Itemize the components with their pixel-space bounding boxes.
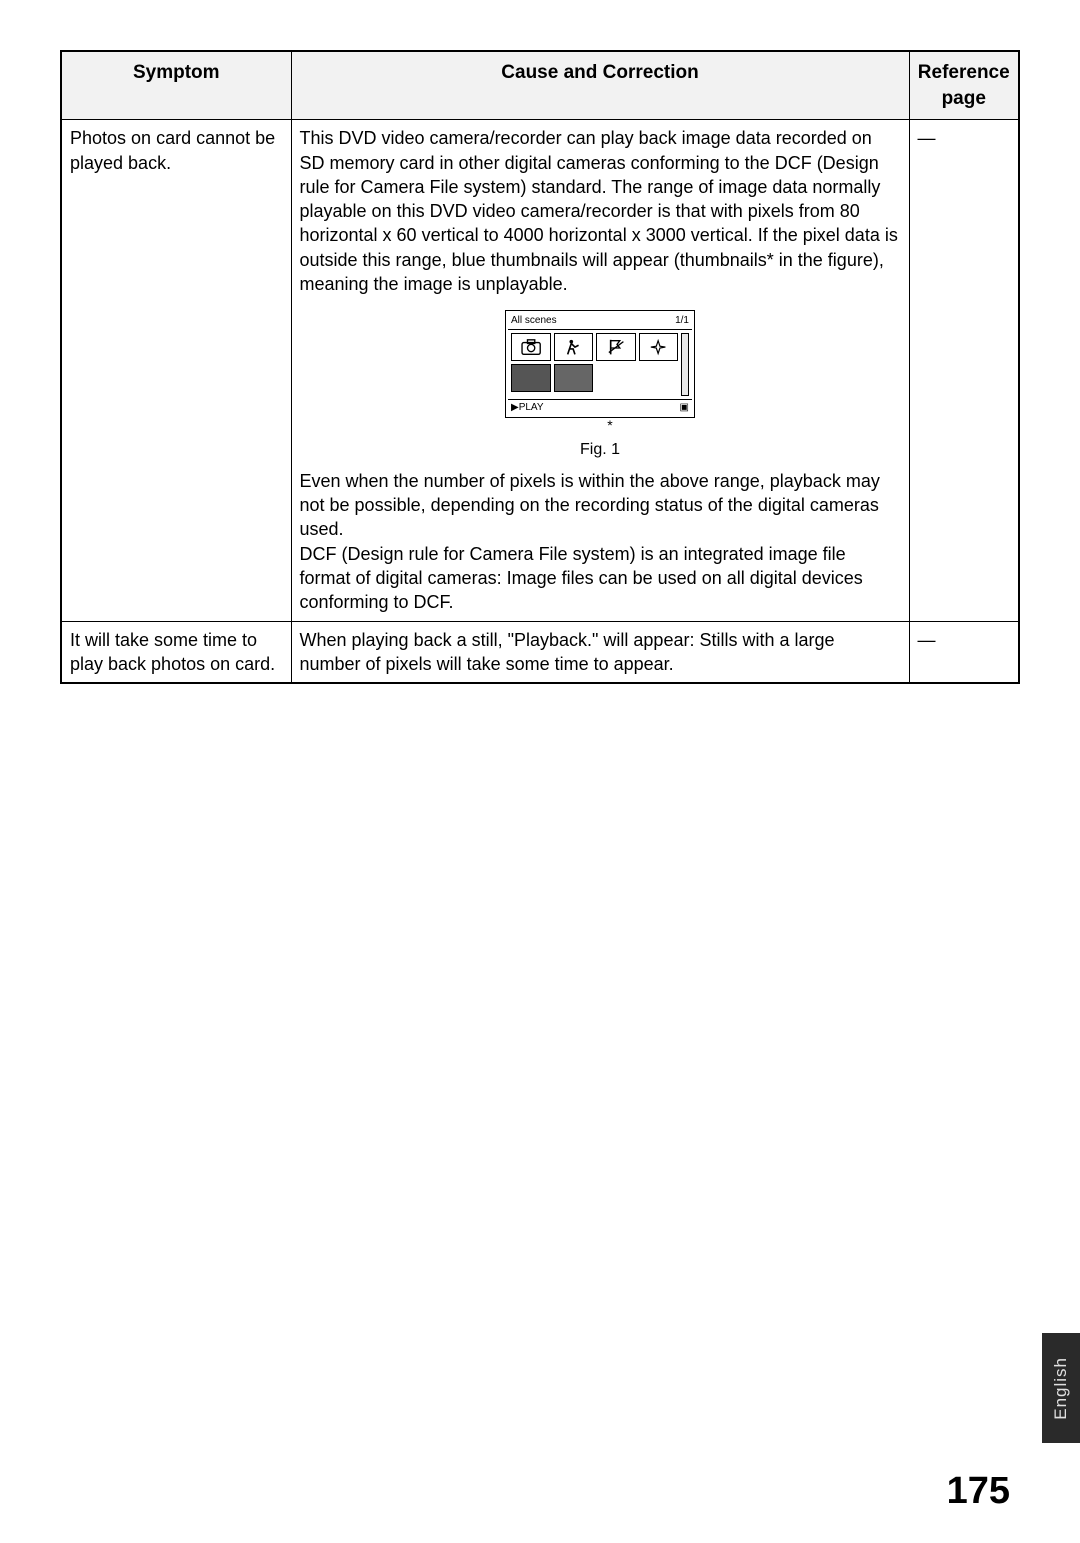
thumbnail-dark	[554, 364, 594, 392]
language-tab: English	[1042, 1333, 1080, 1443]
sparkle-icon	[645, 338, 671, 356]
cell-symptom: Photos on card cannot be played back.	[61, 120, 291, 621]
cell-reference: —	[909, 120, 1019, 621]
cell-cause: When playing back a still, "Playback." w…	[291, 621, 909, 683]
figure-asterisk: *	[505, 416, 695, 435]
figure-play-label: ▶PLAY	[511, 401, 544, 415]
figure-bottombar: ▶PLAY ▣	[508, 399, 692, 416]
language-tab-label: English	[1051, 1357, 1071, 1420]
table-header: Symptom Cause and Correction Reference p…	[61, 51, 1019, 120]
figure-caption: Fig. 1	[505, 439, 695, 461]
figure-bottom-right-icon: ▣	[680, 401, 689, 415]
cause-paragraph-3: DCF (Design rule for Camera File system)…	[300, 542, 901, 615]
cell-cause: This DVD video camera/recorder can play …	[291, 120, 909, 621]
running-icon	[560, 338, 586, 356]
troubleshooting-table: Symptom Cause and Correction Reference p…	[60, 50, 1020, 684]
page-number: 175	[947, 1470, 1010, 1513]
cause-paragraph-1: This DVD video camera/recorder can play …	[300, 126, 901, 296]
table-row: Photos on card cannot be played back. Th…	[61, 120, 1019, 621]
thumbnail-icon	[596, 333, 636, 361]
thumbnail-icon	[554, 333, 594, 361]
figure-scrollbar	[681, 333, 689, 396]
play-icon: ▶	[511, 402, 519, 413]
figure-top-left-label: All scenes	[511, 314, 557, 328]
camera-icon	[518, 338, 544, 356]
thumbnail-icon	[511, 333, 551, 361]
thumbnail-dark	[511, 364, 551, 392]
figure-top-right-label: 1/1	[675, 314, 689, 328]
cell-symptom: It will take some time to play back phot…	[61, 621, 291, 683]
cause-paragraph-2: Even when the number of pixels is within…	[300, 469, 901, 542]
broken-flag-icon	[603, 338, 629, 356]
header-reference: Reference page	[909, 51, 1019, 120]
thumbnails-area	[508, 330, 692, 399]
page-container: Symptom Cause and Correction Reference p…	[0, 0, 1080, 1543]
table-row: It will take some time to play back phot…	[61, 621, 1019, 683]
cell-reference: —	[909, 621, 1019, 683]
figure-1: All scenes 1/1	[505, 310, 695, 460]
figure-topbar: All scenes 1/1	[508, 313, 692, 330]
thumbnail-icon	[639, 333, 679, 361]
header-symptom: Symptom	[61, 51, 291, 120]
header-cause: Cause and Correction	[291, 51, 909, 120]
figure-screen: All scenes 1/1	[505, 310, 695, 418]
